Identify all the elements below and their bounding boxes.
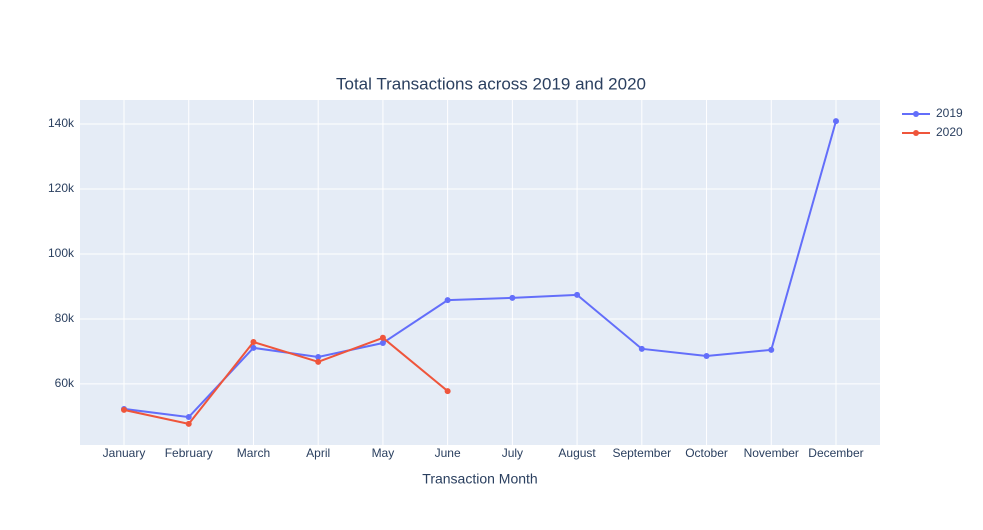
y-tick-label: 140k bbox=[48, 116, 75, 130]
data-point bbox=[703, 352, 710, 359]
x-tick-label: May bbox=[372, 446, 395, 460]
data-point bbox=[832, 118, 839, 125]
legend-marker bbox=[913, 130, 919, 136]
data-point bbox=[509, 294, 516, 301]
data-point bbox=[574, 291, 581, 298]
legend-label: 2019 bbox=[936, 106, 963, 120]
data-point bbox=[250, 344, 257, 351]
data-point bbox=[444, 297, 451, 304]
data-point bbox=[185, 420, 192, 427]
y-tick-label: 80k bbox=[55, 311, 75, 325]
data-point bbox=[185, 414, 192, 421]
x-tick-label: January bbox=[103, 446, 146, 460]
plot-area bbox=[80, 100, 880, 445]
x-tick-label: December bbox=[808, 446, 863, 460]
x-tick-label: October bbox=[685, 446, 728, 460]
data-point bbox=[250, 339, 257, 346]
x-tick-label: April bbox=[306, 446, 330, 460]
data-point bbox=[638, 345, 645, 352]
y-tick-label: 100k bbox=[48, 246, 75, 260]
x-tick-label: June bbox=[435, 446, 461, 460]
x-axis-label: Transaction Month bbox=[422, 471, 537, 487]
data-point bbox=[379, 339, 386, 346]
data-point bbox=[121, 406, 128, 413]
y-tick-label: 120k bbox=[48, 181, 75, 195]
x-tick-label: February bbox=[165, 446, 213, 460]
legend-label: 2020 bbox=[936, 125, 963, 139]
data-point bbox=[315, 353, 322, 360]
y-tick-label: 60k bbox=[55, 376, 75, 390]
data-point bbox=[315, 358, 322, 365]
data-point bbox=[444, 388, 451, 395]
x-tick-label: August bbox=[558, 446, 596, 460]
chart-title: Total Transactions across 2019 and 2020 bbox=[336, 74, 646, 93]
legend-marker bbox=[913, 111, 919, 117]
data-point bbox=[768, 346, 775, 353]
data-point bbox=[379, 334, 386, 341]
series-line bbox=[123, 120, 837, 419]
x-tick-label: July bbox=[502, 446, 523, 460]
series-line bbox=[123, 336, 449, 425]
x-tick-label: March bbox=[237, 446, 270, 460]
x-tick-label: November bbox=[744, 446, 799, 460]
x-tick-label: September bbox=[612, 446, 671, 460]
